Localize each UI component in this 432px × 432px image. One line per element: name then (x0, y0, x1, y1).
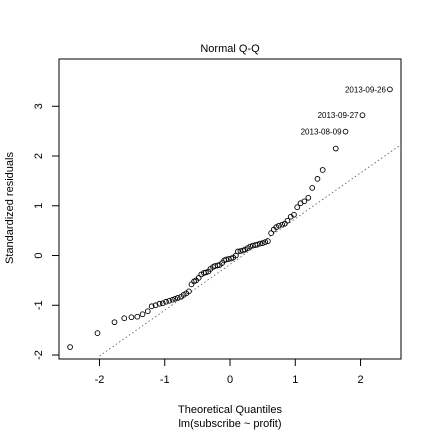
data-point (291, 211, 297, 218)
y-tick-label: -1 (33, 300, 45, 310)
y-tick-label: 1 (33, 203, 45, 209)
data-point (284, 217, 291, 224)
data-point (314, 176, 321, 182)
data-point (247, 243, 254, 250)
x-tick-label: 0 (227, 374, 233, 386)
y-tick-label: -2 (33, 350, 45, 360)
point-annotation: 2013-09-26 (345, 85, 386, 94)
data-point (156, 300, 163, 307)
x-tick-label: 1 (292, 374, 298, 386)
data-point (309, 185, 316, 191)
annotations-layer: 2013-09-26 2013-09-27 2013-08-09 (301, 85, 387, 136)
data-point (262, 239, 269, 245)
data-point (359, 112, 366, 119)
data-point (276, 222, 282, 229)
reference-line-layer (99, 144, 401, 357)
data-point (172, 295, 179, 302)
data-point (279, 221, 286, 228)
y-tick-label: 0 (33, 252, 45, 258)
data-point (342, 128, 349, 135)
y-axis: -2 -1 0 1 2 3 (33, 103, 60, 360)
data-point (387, 86, 393, 93)
y-tick-label: 3 (33, 103, 45, 109)
x-axis: -2 -1 0 1 2 (95, 358, 364, 386)
x-axis-sublabel: lm(subscribe ~ profit) (178, 418, 281, 430)
data-point (67, 344, 73, 350)
chart-title: Normal Q-Q (200, 43, 260, 55)
y-tick-label: 2 (33, 153, 45, 159)
data-point (305, 194, 312, 201)
x-tick-label: -2 (95, 374, 105, 386)
points-layer (67, 86, 393, 350)
x-tick-label: 2 (357, 374, 363, 386)
data-point (265, 238, 271, 244)
data-point (144, 308, 151, 315)
y-axis-label: Standardized residuals (4, 152, 16, 264)
data-point (134, 313, 141, 320)
data-point (223, 256, 229, 263)
data-point (139, 311, 146, 318)
data-point (159, 300, 166, 307)
data-point (319, 167, 326, 173)
data-point (294, 204, 301, 211)
data-point (169, 296, 176, 303)
x-tick-label: -1 (160, 374, 170, 386)
data-point (174, 294, 181, 301)
reference-line (99, 144, 401, 357)
point-annotation: 2013-09-27 (318, 111, 359, 120)
data-point (163, 298, 169, 305)
data-point (128, 314, 135, 321)
point-annotation: 2013-08-09 (301, 128, 342, 137)
data-point (121, 315, 128, 322)
data-point (166, 297, 173, 304)
data-point (148, 303, 155, 310)
data-point (94, 330, 101, 336)
data-point (257, 240, 263, 247)
data-point (234, 248, 241, 255)
data-point (259, 240, 266, 246)
data-point (254, 241, 261, 248)
data-point (332, 145, 339, 152)
x-axis-label: Theoretical Quantiles (178, 404, 282, 416)
data-point (301, 198, 308, 205)
data-point (203, 269, 209, 276)
data-point (186, 288, 192, 295)
data-point (111, 319, 118, 326)
